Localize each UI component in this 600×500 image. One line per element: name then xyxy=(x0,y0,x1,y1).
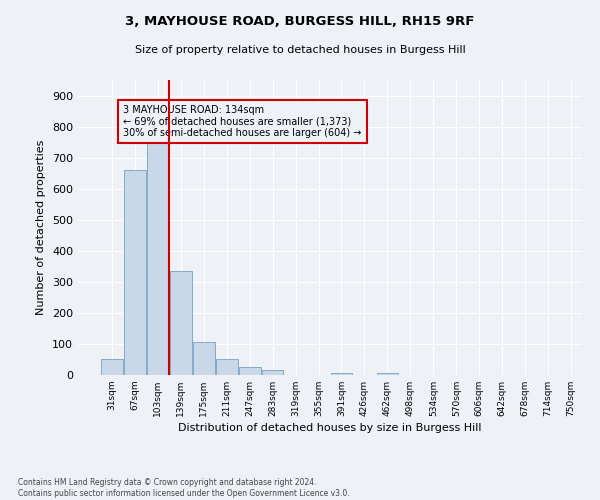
Bar xyxy=(124,170,146,375)
Bar xyxy=(101,360,123,375)
Text: 3 MAYHOUSE ROAD: 134sqm
← 69% of detached houses are smaller (1,373)
30% of semi: 3 MAYHOUSE ROAD: 134sqm ← 69% of detache… xyxy=(124,105,362,138)
Bar xyxy=(377,372,398,375)
Bar xyxy=(262,370,283,375)
Text: 3, MAYHOUSE ROAD, BURGESS HILL, RH15 9RF: 3, MAYHOUSE ROAD, BURGESS HILL, RH15 9RF xyxy=(125,15,475,28)
Bar xyxy=(170,271,191,375)
Bar xyxy=(331,372,352,375)
Bar xyxy=(147,142,169,375)
X-axis label: Distribution of detached houses by size in Burgess Hill: Distribution of detached houses by size … xyxy=(178,423,482,433)
Y-axis label: Number of detached properties: Number of detached properties xyxy=(37,140,46,315)
Text: Contains HM Land Registry data © Crown copyright and database right 2024.
Contai: Contains HM Land Registry data © Crown c… xyxy=(18,478,350,498)
Bar xyxy=(216,360,238,375)
Bar xyxy=(193,342,215,375)
Text: Size of property relative to detached houses in Burgess Hill: Size of property relative to detached ho… xyxy=(134,45,466,55)
Bar xyxy=(239,367,260,375)
